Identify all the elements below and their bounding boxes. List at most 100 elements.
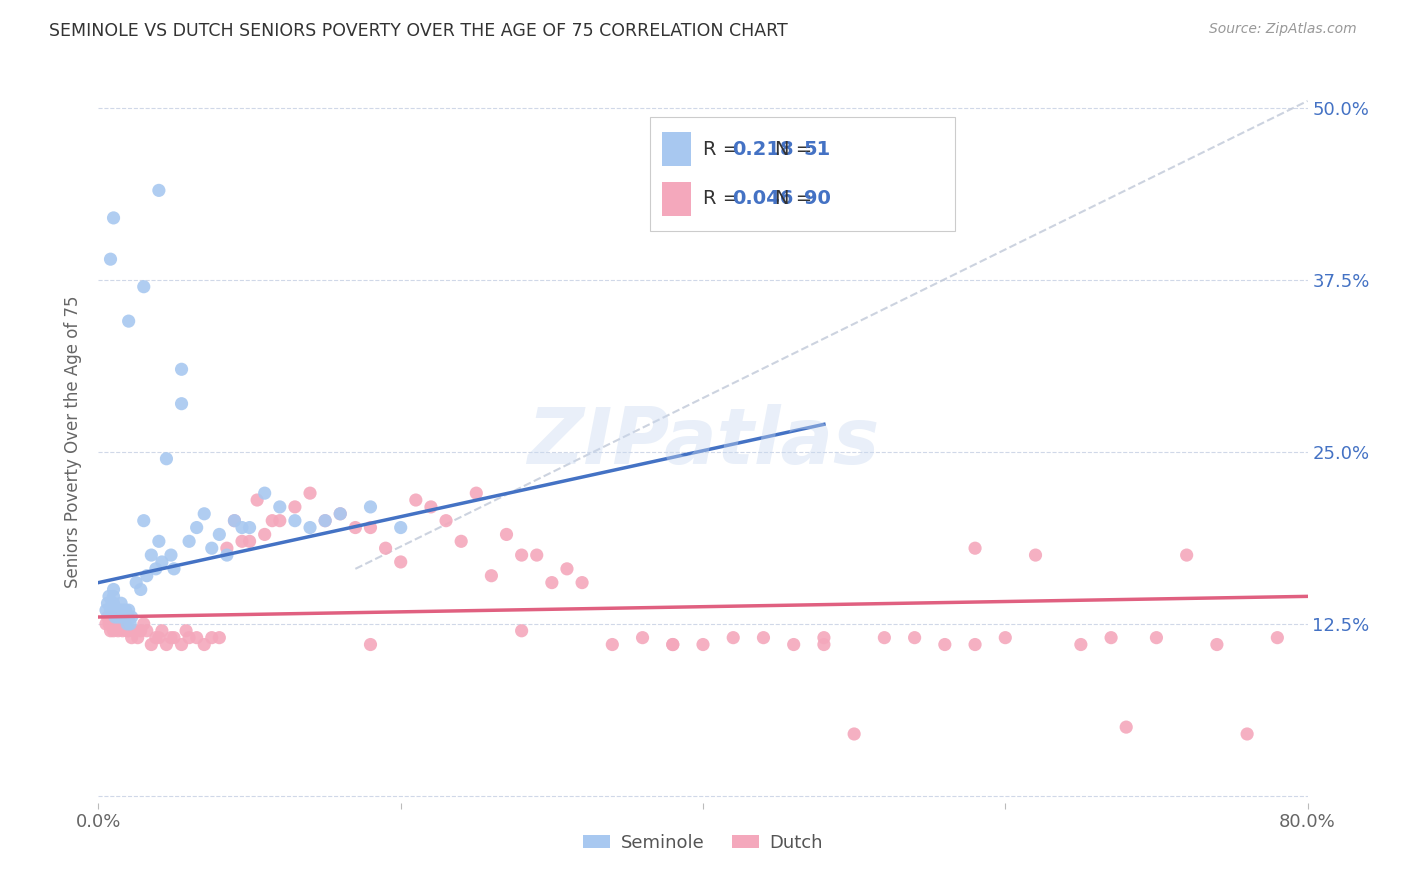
Point — [994, 631, 1017, 645]
Point — [132, 279, 155, 293]
Point — [118, 314, 141, 328]
Point — [104, 610, 127, 624]
Y-axis label: Seniors Poverty Over the Age of 75: Seniors Poverty Over the Age of 75 — [65, 295, 83, 588]
Text: N =: N = — [775, 189, 818, 209]
Point — [103, 582, 125, 597]
Point — [465, 486, 488, 500]
Point — [965, 541, 987, 556]
Text: Source: ZipAtlas.com: Source: ZipAtlas.com — [1209, 22, 1357, 37]
Point — [148, 534, 170, 549]
Point — [111, 603, 134, 617]
Point — [120, 616, 142, 631]
Point — [132, 514, 155, 528]
Point — [186, 520, 208, 534]
Point — [111, 624, 134, 638]
Point — [118, 610, 141, 624]
Point — [661, 638, 683, 652]
Point — [405, 493, 427, 508]
Point — [1236, 727, 1258, 741]
Point — [94, 603, 117, 617]
Point — [844, 727, 866, 741]
Point — [107, 610, 129, 624]
Point — [752, 631, 775, 645]
Point — [121, 631, 143, 645]
Point — [299, 520, 322, 534]
Point — [723, 631, 745, 645]
Point — [114, 603, 136, 617]
Point — [495, 527, 517, 541]
Point — [360, 500, 382, 514]
Point — [135, 568, 157, 582]
Point — [201, 541, 224, 556]
Point — [115, 624, 138, 638]
Point — [224, 514, 246, 528]
Point — [100, 603, 122, 617]
Point — [904, 631, 927, 645]
Point — [100, 252, 122, 267]
Point — [813, 631, 835, 645]
Point — [374, 541, 396, 556]
Point — [112, 610, 135, 624]
Point — [129, 582, 152, 597]
Point — [148, 631, 170, 645]
Point — [284, 500, 307, 514]
Point — [813, 638, 835, 652]
Point — [208, 631, 231, 645]
Point — [1070, 638, 1092, 652]
Point — [224, 514, 246, 528]
Point — [103, 590, 125, 604]
Text: 90: 90 — [804, 189, 831, 209]
Point — [98, 590, 121, 604]
Point — [163, 631, 186, 645]
Point — [1144, 631, 1167, 645]
Point — [329, 507, 352, 521]
Point — [231, 534, 253, 549]
Point — [1115, 720, 1137, 734]
Point — [96, 596, 118, 610]
Point — [269, 500, 291, 514]
Point — [692, 638, 714, 652]
Point — [107, 624, 129, 638]
Point — [100, 624, 122, 638]
Point — [160, 631, 183, 645]
Point — [934, 638, 956, 652]
Legend: Seminole, Dutch: Seminole, Dutch — [575, 826, 831, 859]
Point — [555, 562, 578, 576]
Point — [114, 616, 136, 631]
Point — [150, 555, 173, 569]
Point — [284, 514, 307, 528]
Point — [420, 500, 443, 514]
Point — [160, 548, 183, 562]
Point — [103, 596, 125, 610]
Point — [631, 631, 654, 645]
Text: 51: 51 — [804, 139, 831, 159]
Point — [526, 548, 548, 562]
Point — [141, 638, 163, 652]
Point — [124, 624, 146, 638]
Point — [103, 211, 125, 225]
Point — [783, 638, 806, 652]
Point — [239, 520, 262, 534]
Point — [661, 638, 683, 652]
Point — [571, 575, 593, 590]
Point — [108, 603, 131, 617]
Point — [215, 548, 238, 562]
Point — [118, 624, 141, 638]
Point — [105, 603, 128, 617]
Point — [215, 541, 238, 556]
Point — [179, 631, 201, 645]
Point — [262, 514, 284, 528]
Point — [163, 562, 186, 576]
Point — [121, 610, 143, 624]
Point — [155, 638, 177, 652]
Point — [132, 616, 155, 631]
Point — [1267, 631, 1289, 645]
Text: 0.046: 0.046 — [733, 189, 793, 209]
Point — [145, 562, 167, 576]
Point — [129, 624, 152, 638]
Point — [231, 520, 253, 534]
Point — [1024, 548, 1046, 562]
Text: SEMINOLE VS DUTCH SENIORS POVERTY OVER THE AGE OF 75 CORRELATION CHART: SEMINOLE VS DUTCH SENIORS POVERTY OVER T… — [49, 22, 787, 40]
Point — [110, 616, 132, 631]
Point — [127, 631, 149, 645]
